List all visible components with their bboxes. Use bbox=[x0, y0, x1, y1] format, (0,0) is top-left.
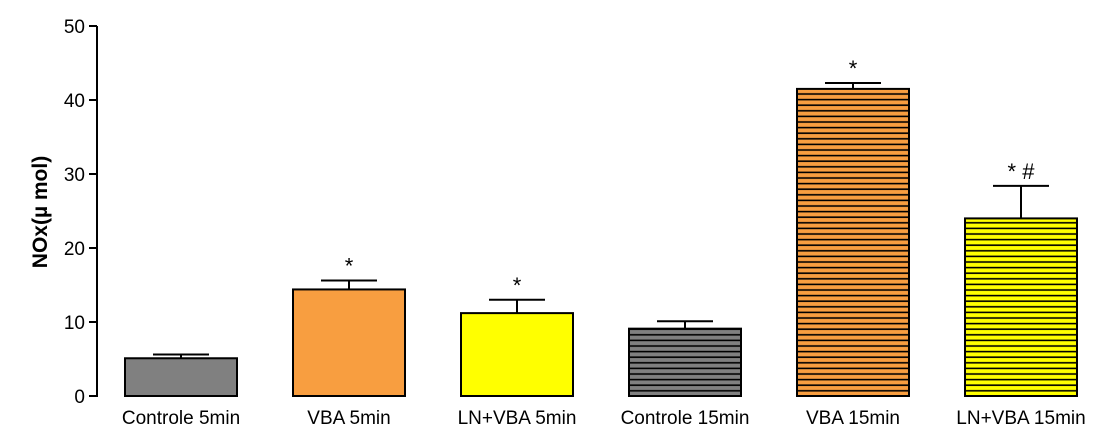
x-tick-label: LN+VBA 15min bbox=[956, 408, 1085, 429]
y-tick-label: 10 bbox=[64, 313, 85, 334]
y-axis-label: NOx(µ mol) bbox=[29, 156, 52, 268]
bar bbox=[796, 87, 910, 398]
bar bbox=[964, 217, 1078, 397]
y-tick-label: 0 bbox=[74, 387, 85, 408]
significance-marker: * bbox=[849, 56, 858, 81]
bar bbox=[628, 327, 742, 397]
x-tick-label: VBA 15min bbox=[806, 408, 900, 429]
x-tick-label: VBA 5min bbox=[307, 408, 390, 429]
y-tick-label: 30 bbox=[64, 165, 85, 186]
significance-marker: * bbox=[513, 273, 522, 298]
y-tick-label: 20 bbox=[64, 239, 85, 260]
y-tick-label: 50 bbox=[64, 17, 85, 38]
significance-marker: * bbox=[345, 254, 354, 279]
y-tick-label: 40 bbox=[64, 91, 85, 112]
bar bbox=[460, 312, 574, 397]
significance-marker: * # bbox=[1008, 159, 1036, 184]
x-tick-label: LN+VBA 5min bbox=[458, 408, 577, 429]
bar bbox=[292, 288, 406, 397]
x-tick-label: Controle 5min bbox=[122, 408, 240, 429]
bar bbox=[124, 357, 238, 398]
x-tick-label: Controle 15min bbox=[621, 408, 750, 429]
